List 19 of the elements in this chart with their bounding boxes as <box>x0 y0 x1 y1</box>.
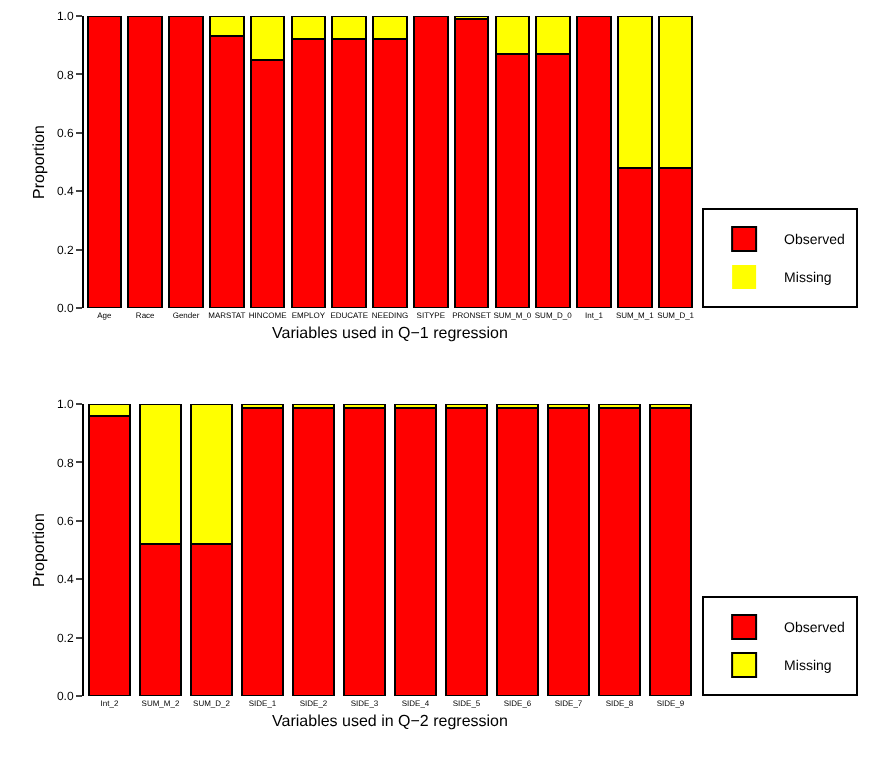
x-axis-title: Variables used in Q−1 regression <box>272 324 508 343</box>
bar <box>648 407 693 696</box>
bar <box>240 407 285 696</box>
bar <box>597 407 642 696</box>
y-axis-title: Proportion <box>30 513 49 587</box>
y-axis-title: Proportion <box>30 125 49 199</box>
bar <box>495 407 540 696</box>
bar <box>444 407 489 696</box>
bar <box>576 16 612 308</box>
bar <box>127 16 163 308</box>
bar <box>291 407 336 696</box>
bar <box>393 407 438 696</box>
bar <box>168 16 204 308</box>
bar <box>86 16 123 308</box>
bar <box>453 17 490 308</box>
bar <box>413 16 449 308</box>
bar <box>546 407 591 696</box>
bar <box>342 407 387 696</box>
x-axis-title: Variables used in Q−2 regression <box>272 712 508 731</box>
